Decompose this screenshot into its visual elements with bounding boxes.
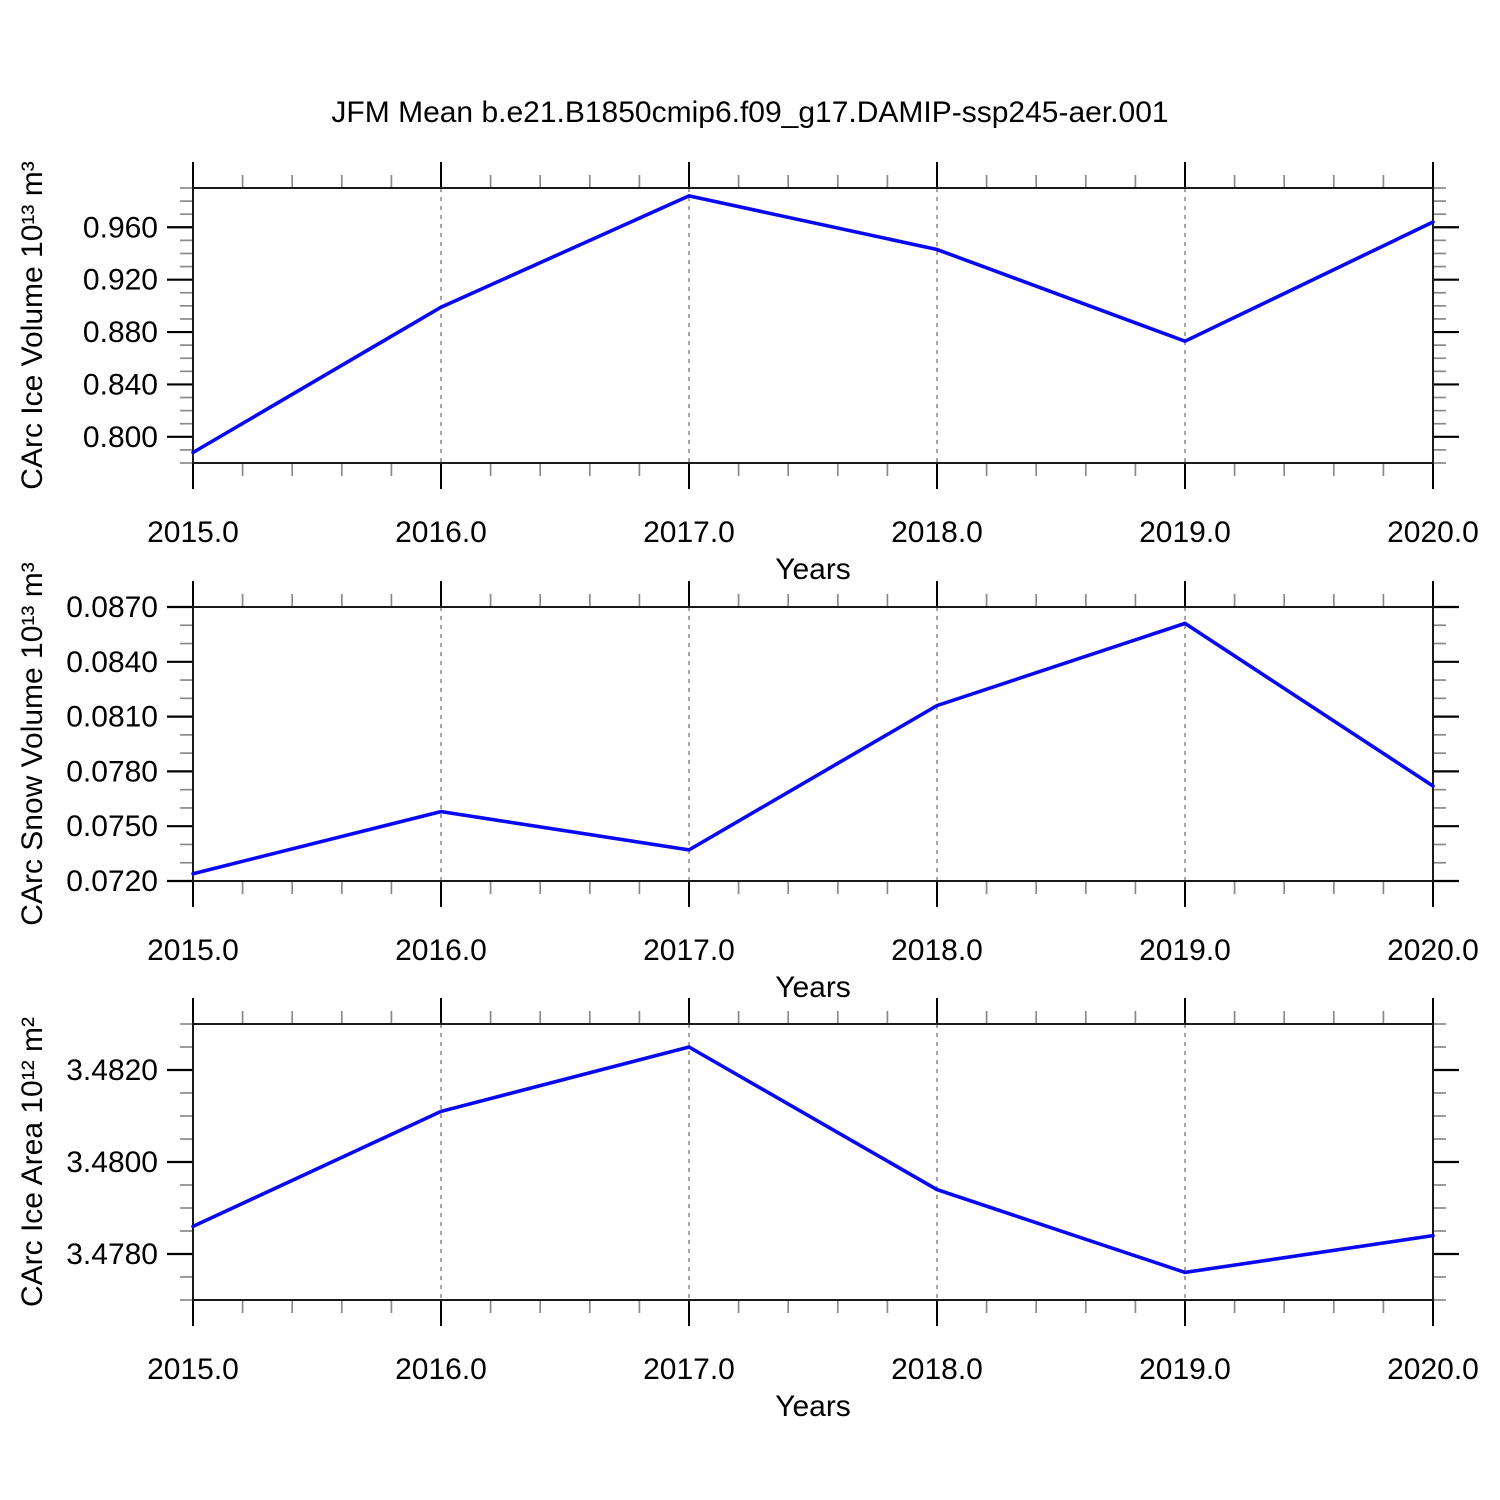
- x-tick-label: 2020.0: [1387, 1353, 1479, 1386]
- ice-volume-data-line: [191, 194, 1435, 455]
- y-tick-label: 0.0810: [66, 701, 158, 734]
- x-tick-label: 2016.0: [395, 934, 487, 967]
- x-tick-label: 2018.0: [891, 934, 983, 967]
- x-tick-labels: 2015.0 2016.0 2017.0 2018.0 2019.0 2020.0: [147, 934, 1479, 967]
- x-tick-label: 2019.0: [1139, 516, 1231, 549]
- y-ticks: 3.4780 3.4800 3.4820: [66, 1023, 1459, 1301]
- x-axis-title: Years: [775, 553, 851, 586]
- x-tick-label: 2015.0: [147, 516, 239, 549]
- gridlines: [440, 188, 1186, 463]
- x-axis-title: Years: [775, 1390, 851, 1423]
- gridlines: [440, 1024, 1186, 1300]
- y-tick-label: 0.0750: [66, 810, 158, 843]
- gridlines: [440, 607, 1186, 881]
- y-tick-label: 0.0870: [66, 591, 158, 624]
- y-tick-label: 0.880: [83, 316, 158, 349]
- ice-area-chart: 3.4780 3.4800 3.4820 2015.0 2016.0 2017.0 2018…: [16, 998, 1479, 1423]
- snow-volume-chart: 0.0720 0.0750 0.0780 0.0810 0.0840 0.0870 2015…: [16, 562, 1479, 1004]
- x-tick-labels: 2015.0 2016.0 2017.0 2018.0 2019.0 2020.0: [147, 1353, 1479, 1386]
- y-ticks: 0.800 0.840 0.880 0.920 0.960: [83, 187, 1459, 464]
- y-ticks: 0.0720 0.0750 0.0780 0.0810 0.0840 0.0870: [66, 591, 1459, 898]
- y-tick-label: 0.0840: [66, 646, 158, 679]
- snow-volume-data-line: [191, 621, 1435, 876]
- y-tick-label: 0.800: [83, 421, 158, 454]
- x-tick-label: 2019.0: [1139, 934, 1231, 967]
- y-tick-label: 0.0720: [66, 865, 158, 898]
- x-tick-label: 2017.0: [643, 516, 735, 549]
- x-tick-label: 2015.0: [147, 1353, 239, 1386]
- plot-frame: [192, 1023, 1434, 1301]
- x-tick-label: 2020.0: [1387, 934, 1479, 967]
- plot-frame: [192, 606, 1434, 882]
- plot-frame: [192, 187, 1434, 464]
- y-axis-title: CArc Snow Volume 10¹³ m³: [16, 562, 49, 925]
- y-tick-label: 0.840: [83, 368, 158, 401]
- x-ticks: [192, 162, 1434, 489]
- x-tick-label: 2019.0: [1139, 1353, 1231, 1386]
- y-tick-label: 0.920: [83, 264, 158, 297]
- x-tick-label: 2017.0: [643, 934, 735, 967]
- y-tick-label: 3.4780: [66, 1238, 158, 1271]
- x-tick-label: 2018.0: [891, 1353, 983, 1386]
- y-tick-label: 3.4820: [66, 1054, 158, 1087]
- x-tick-label: 2016.0: [395, 1353, 487, 1386]
- x-tick-label: 2015.0: [147, 934, 239, 967]
- x-ticks: [192, 581, 1434, 907]
- y-tick-label: 0.960: [83, 211, 158, 244]
- x-tick-label: 2018.0: [891, 516, 983, 549]
- y-axis-title: CArc Ice Volume 10¹³ m³: [16, 161, 49, 489]
- x-tick-label: 2017.0: [643, 1353, 735, 1386]
- y-tick-label: 3.4800: [66, 1146, 158, 1179]
- y-axis-title: CArc Ice Area 10¹² m²: [16, 1017, 49, 1307]
- x-tick-labels: 2015.0 2016.0 2017.0 2018.0 2019.0 2020.0: [147, 516, 1479, 549]
- chart-title: JFM Mean b.e21.B1850cmip6.f09_g17.DAMIP-…: [331, 96, 1169, 129]
- x-tick-label: 2016.0: [395, 516, 487, 549]
- ice-area-data-line: [191, 1045, 1435, 1275]
- x-ticks: [192, 998, 1434, 1326]
- x-tick-label: 2020.0: [1387, 516, 1479, 549]
- x-axis-title: Years: [775, 971, 851, 1004]
- y-tick-label: 0.0780: [66, 755, 158, 788]
